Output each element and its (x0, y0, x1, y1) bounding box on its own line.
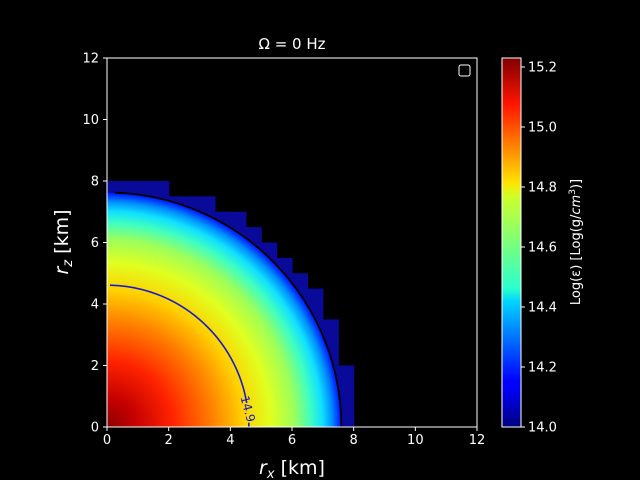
x-tick-label: 2 (165, 433, 173, 448)
y-tick-label: 6 (91, 236, 99, 251)
colorbar-label-prefix: Log(ε) [Log(g/ (569, 214, 584, 305)
contour-label-14-9: 14.9 (238, 394, 258, 423)
colorbar-label-exp: 3 (568, 189, 578, 195)
y-tick-label: 10 (82, 113, 99, 128)
x-tick-label: 12 (469, 433, 486, 448)
x-axis-label: rx [km] (259, 457, 325, 480)
x-tick-label: 0 (103, 433, 111, 448)
contour-line-surface (114, 191, 343, 427)
density-field (107, 192, 342, 427)
y-axis-label-base: r (51, 266, 73, 275)
colorbar-tick-label: 14.8 (528, 181, 557, 196)
colorbar-tick-label: 14.4 (528, 301, 557, 316)
colorbar-tick-label: 14.6 (528, 241, 557, 256)
x-tick-label: 6 (288, 433, 296, 448)
colorbar-label-suffix: )] (569, 179, 584, 189)
x-axis-label-base: r (259, 457, 268, 479)
colorbar-tick-label: 14.2 (528, 361, 557, 376)
y-tick-label: 4 (91, 298, 99, 313)
chart-title: Ω = 0 Hz (258, 35, 325, 53)
colorbar-ticks: 14.0 14.2 14.4 14.6 14.8 15.0 15.2 (521, 61, 557, 436)
x-tick-label: 4 (226, 433, 234, 448)
y-tick-label: 8 (91, 175, 99, 190)
y-axis-label-unit: [km] (51, 209, 73, 259)
y-axis-label: rz [km] (51, 209, 76, 274)
y-tick-label: 12 (82, 52, 99, 67)
y-axis-ticks: 0 2 4 6 8 10 12 (82, 52, 107, 436)
surface-cell (338, 365, 355, 427)
y-axis-label-sub: z (61, 259, 76, 268)
plot-area: 14.9 (107, 181, 355, 427)
colorbar-tick-label: 15.0 (528, 121, 557, 136)
colorbar-tick-label: 14.0 (528, 421, 557, 436)
y-tick-label: 2 (91, 359, 99, 374)
colorbar-label-unit: cm (569, 195, 584, 215)
x-axis-label-unit: [km] (275, 457, 325, 479)
colorbar (501, 57, 522, 428)
legend-box (458, 64, 471, 77)
x-tick-label: 10 (407, 433, 424, 448)
colorbar-tick-label: 15.2 (528, 61, 557, 76)
x-axis-ticks: 0 2 4 6 8 10 12 (103, 427, 485, 448)
colorbar-label: Log(ε) [Log(g/cm3)] (568, 179, 584, 305)
x-tick-label: 8 (350, 433, 358, 448)
contour-line-14-9 (109, 284, 250, 427)
y-tick-label: 0 (91, 421, 99, 436)
x-axis-label-sub: x (266, 467, 275, 480)
